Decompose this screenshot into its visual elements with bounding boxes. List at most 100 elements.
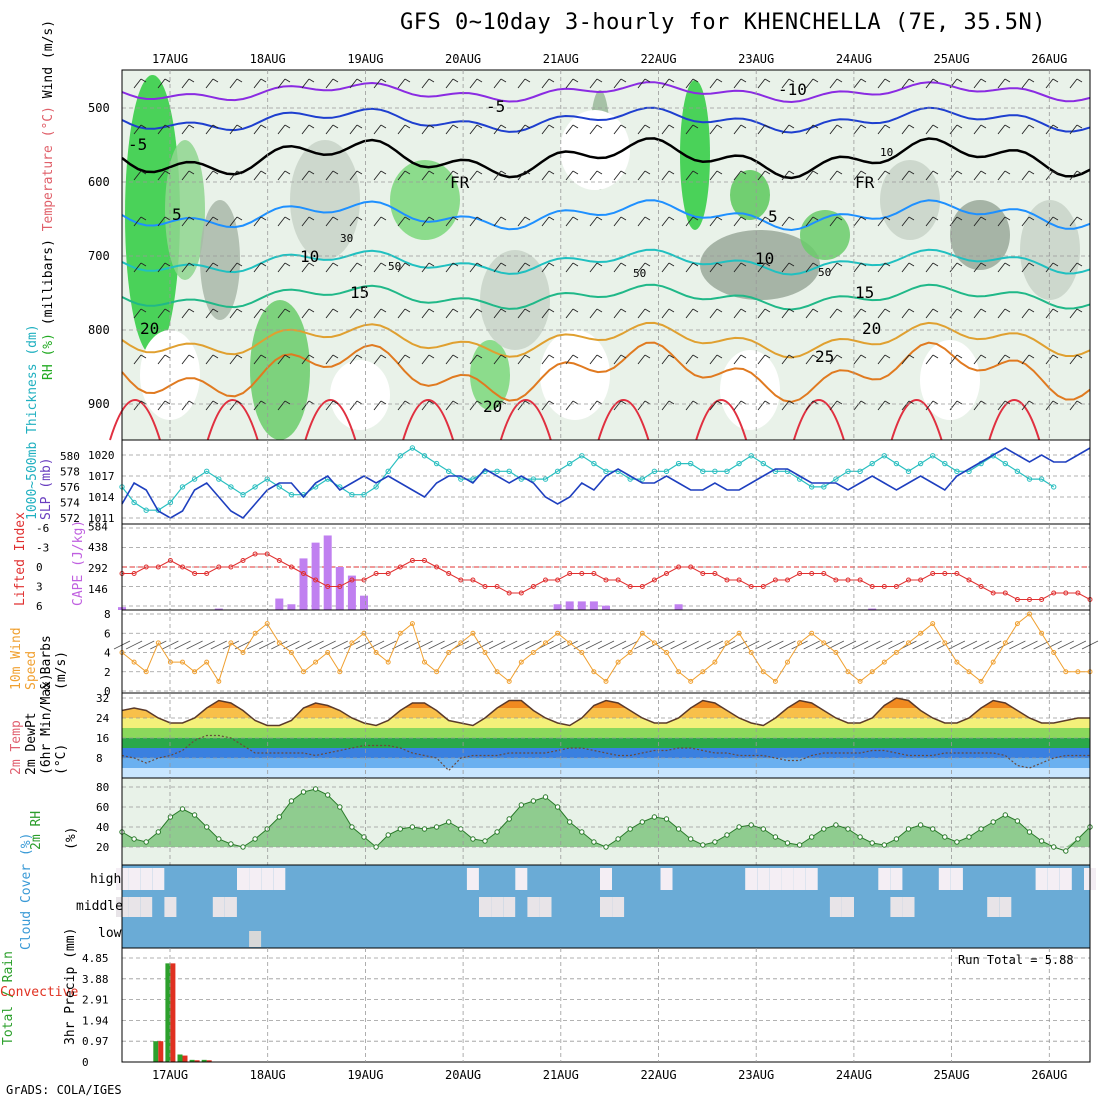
li-tick-label: 6 — [36, 600, 43, 613]
pressure-tick-label: 900 — [88, 397, 110, 411]
thickness-point — [639, 476, 645, 482]
wind-barb-flag — [572, 354, 579, 359]
isotherm-label: -5 — [486, 97, 505, 116]
wind-barb-flag — [812, 262, 819, 267]
wind-barb — [757, 308, 766, 319]
wind-barb-flag — [452, 78, 459, 83]
li-point — [530, 584, 536, 589]
wind-barb — [853, 78, 862, 89]
credit-text: GrADS: COLA/IGES — [6, 1083, 122, 1097]
li-point — [639, 584, 645, 589]
wind-barb — [949, 262, 958, 273]
rh-shade — [730, 170, 770, 220]
date-label-top: 17AUG — [152, 52, 188, 66]
wind-barb — [157, 124, 166, 135]
wind-barb — [373, 400, 382, 411]
wind-barb-flag — [524, 216, 531, 221]
wind-barb — [805, 216, 814, 227]
wind-barb-flag — [524, 262, 531, 267]
li-ylabel: Lifted Index — [13, 512, 28, 606]
pressure-tick-label: 800 — [88, 323, 110, 337]
cloud-high — [1047, 868, 1060, 890]
wind-barb — [661, 216, 670, 227]
isotherm-30 — [695, 399, 748, 441]
cloud-middle — [503, 897, 516, 917]
wind-barb-flag — [716, 170, 723, 175]
rh-point — [191, 812, 198, 818]
wind-speed-point — [591, 669, 597, 675]
wind-barb — [925, 262, 934, 273]
rh-point — [179, 806, 186, 812]
wind-barb-flag — [140, 124, 147, 129]
wind-speed-point — [906, 640, 911, 646]
wind-barb — [805, 308, 814, 319]
wind-barb — [613, 400, 622, 411]
wind-barb-flag — [1004, 262, 1011, 267]
rh-point — [397, 826, 403, 832]
wind-barb — [301, 400, 310, 411]
wind-barb — [565, 400, 574, 411]
wind-barb-flag — [740, 170, 747, 175]
li-point — [651, 577, 657, 583]
li-point — [893, 584, 899, 589]
slp-tick-label: 1020 — [88, 449, 115, 462]
wind-barb — [613, 262, 622, 273]
wind-barb — [877, 170, 886, 181]
wind-barb-flag — [212, 216, 219, 221]
isotherm-label: 10 — [755, 249, 774, 268]
isotherm-30 — [988, 399, 1041, 441]
wind-speed-point — [966, 669, 972, 675]
wind-barb-flag — [1028, 354, 1035, 359]
wind-barb-flag — [404, 354, 411, 359]
slp-tick-label: 1011 — [88, 512, 115, 525]
wind-barb — [1069, 124, 1078, 135]
wind-barb-flag — [572, 78, 579, 83]
thickness-point — [506, 468, 512, 475]
wind-barb — [973, 400, 982, 411]
wind-barb-flag — [692, 262, 699, 267]
wind-barb — [565, 354, 574, 365]
li-point — [724, 577, 730, 583]
wind-barb — [181, 400, 190, 411]
wind-barb — [229, 78, 238, 89]
wind-barb-flag — [236, 78, 243, 83]
precip-tick-label: 0 — [82, 1056, 89, 1069]
wind-barb — [138, 640, 155, 650]
cape-bar — [287, 604, 296, 610]
wind-speed-point — [1027, 611, 1032, 617]
wind-barb-flag — [956, 262, 963, 267]
wind-barb-flag — [428, 262, 435, 267]
wind-barb — [397, 170, 406, 181]
wind-barb — [949, 400, 958, 411]
wind-speed-point — [276, 640, 282, 646]
wind-barb — [1045, 216, 1054, 227]
wind-barb — [397, 262, 406, 273]
wind-barb — [901, 262, 910, 273]
li-point — [301, 571, 306, 576]
wind-barb-flag — [764, 170, 771, 175]
wind-barb — [1069, 78, 1078, 89]
precip-total-bar — [165, 963, 171, 1062]
wind-barb-flag — [620, 124, 627, 129]
wind-barb — [767, 640, 784, 650]
wind-speed-point — [422, 659, 427, 665]
wind-barb-flag — [380, 354, 387, 359]
wind-barb — [157, 78, 166, 89]
wind-barb — [501, 640, 518, 650]
thickness-point — [554, 468, 561, 475]
thickness-point — [688, 460, 694, 467]
wind-barb-flag — [644, 308, 651, 313]
wind-barb-flag — [308, 78, 315, 83]
ylabel-part: RH (%) — [41, 325, 56, 380]
thickness-point — [470, 476, 476, 482]
wind-barb — [325, 400, 334, 411]
cape-bar — [553, 604, 562, 610]
wind-barb-flag — [836, 308, 843, 313]
rh-point — [821, 826, 827, 832]
rh-point — [312, 786, 319, 792]
wind-barb-flag — [380, 262, 387, 267]
wind-barb — [877, 216, 886, 227]
li-point — [930, 571, 936, 576]
rh-point — [881, 842, 887, 848]
wind-barb-flag — [260, 262, 267, 267]
